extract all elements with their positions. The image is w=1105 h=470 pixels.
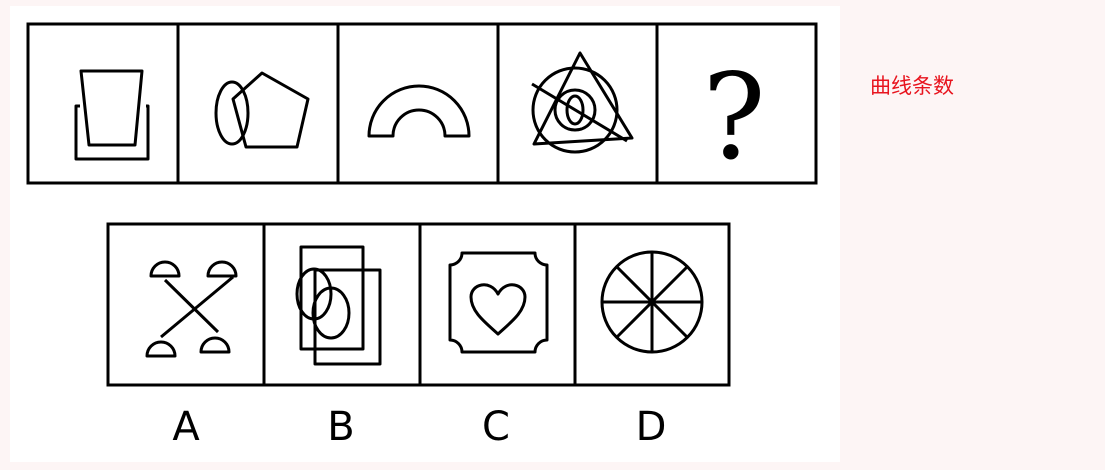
option-b-figure[interactable]: [295, 245, 382, 366]
option-d-label: D: [636, 404, 667, 450]
question-row: ?: [26, 22, 818, 186]
annotation-text: 曲线条数: [870, 74, 954, 98]
option-a-figure[interactable]: [145, 260, 238, 358]
option-d-figure[interactable]: [600, 250, 704, 354]
question-row-frame: [26, 22, 818, 185]
option-b-label: B: [327, 404, 354, 450]
option-a-label: A: [172, 404, 200, 450]
puzzle-figure: ?: [26, 22, 818, 450]
cell-2-ellipse-pentagon: [214, 71, 310, 149]
options-row: A B C D: [106, 222, 731, 450]
cell-3-arch: [367, 84, 471, 138]
cell-1-trapezoid-rectangle: [74, 64, 150, 161]
question-mark: ?: [702, 48, 765, 186]
cell-4-circles-triangle: [531, 51, 634, 154]
option-c-label: C: [482, 404, 510, 450]
option-c-figure[interactable]: [448, 251, 549, 354]
